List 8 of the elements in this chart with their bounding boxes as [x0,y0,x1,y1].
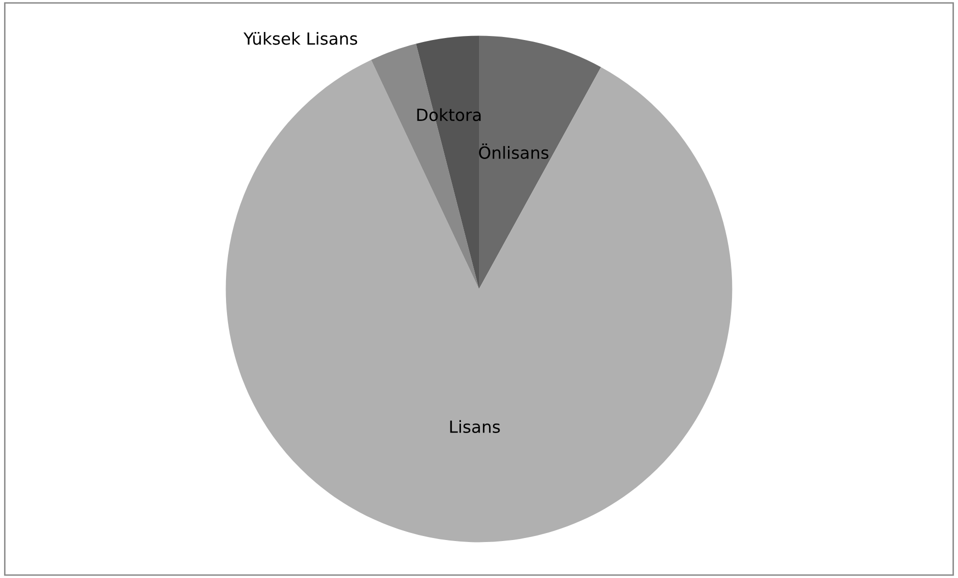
pie-slice [479,36,601,289]
pie-slice [226,60,732,542]
slice-label: Doktora [417,108,481,122]
slice-label: Yüksek Lisans [243,32,358,45]
slice-label: Lisans [450,420,500,434]
slice-label: Önlisans [479,144,548,159]
pie-slice [416,36,479,289]
pie-slice [371,44,479,289]
